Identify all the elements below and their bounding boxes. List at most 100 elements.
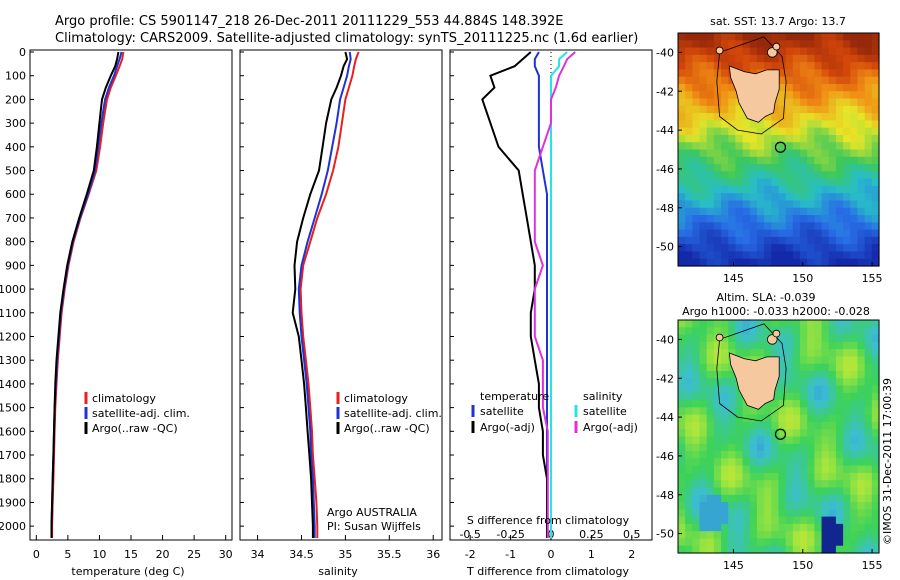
map-cell	[871, 487, 880, 496]
map-cell	[871, 164, 880, 172]
map-cell	[756, 494, 765, 503]
map-cell	[728, 120, 737, 129]
map-cell	[706, 472, 715, 481]
map-cell	[807, 465, 815, 474]
map-cell	[756, 327, 765, 336]
map-cell	[821, 472, 830, 481]
map-cell	[792, 156, 801, 165]
map-cell	[713, 171, 722, 180]
map-cell	[864, 472, 873, 481]
map-cell	[699, 509, 708, 518]
map-cell	[721, 156, 729, 165]
map-cell	[706, 156, 715, 165]
map-cell	[742, 480, 751, 489]
map-cell	[706, 105, 715, 114]
map-cell	[778, 193, 787, 202]
map-cell	[678, 378, 686, 387]
map-cell	[857, 251, 866, 260]
sla-map-subtitle: Argo h1000: -0.033 h2000: -0.028	[682, 305, 870, 318]
map-cell	[749, 62, 758, 71]
map-cell	[814, 451, 823, 459]
map-cell	[699, 523, 708, 532]
x-tick-label: 0	[548, 548, 555, 561]
map-cell	[864, 531, 873, 540]
map-cell	[771, 200, 780, 209]
map-cell	[807, 443, 815, 452]
map-cell	[807, 436, 815, 445]
map-cell	[835, 113, 844, 121]
lon-tick-label: 155	[862, 272, 883, 285]
map-cell	[807, 62, 815, 71]
map-cell	[807, 76, 815, 85]
map-cell	[742, 120, 751, 129]
map-cell	[685, 164, 693, 172]
map-cell	[778, 429, 787, 438]
map-cell	[678, 392, 686, 401]
map-cell	[871, 545, 880, 554]
map-cell	[800, 215, 808, 223]
map-cell	[713, 98, 722, 107]
map-cell	[764, 436, 772, 445]
map-cell	[792, 363, 801, 372]
map-cell	[778, 421, 787, 430]
map-cell	[850, 134, 859, 143]
map-cell	[721, 349, 729, 358]
legend-label-climatology: climatology	[344, 392, 408, 405]
map-cell	[835, 494, 844, 503]
map-cell	[778, 164, 787, 172]
map-cell	[864, 334, 873, 343]
map-cell	[771, 54, 780, 63]
map-cell	[857, 76, 866, 85]
map-cell	[785, 91, 794, 100]
map-cell	[843, 193, 851, 202]
map-cell	[828, 341, 837, 350]
map-cell	[828, 320, 837, 328]
map-cell	[864, 414, 873, 423]
map-cell	[721, 334, 729, 343]
map-cell	[800, 502, 808, 510]
map-cell	[742, 149, 751, 158]
map-cell	[850, 222, 859, 231]
map-cell	[807, 134, 815, 143]
map-cell	[678, 509, 686, 518]
map-cell	[735, 178, 744, 187]
map-cell	[735, 54, 744, 63]
map-cell	[792, 236, 801, 245]
map-cell	[785, 236, 794, 245]
map-cell	[821, 222, 830, 231]
map-cell	[850, 531, 859, 540]
map-cell	[678, 421, 686, 430]
map-cell	[828, 258, 837, 267]
map-cell	[713, 458, 722, 467]
map-cell	[800, 400, 808, 408]
map-cell	[764, 429, 772, 438]
map-cell	[699, 487, 708, 496]
map-cell	[850, 149, 859, 158]
map-cell	[792, 149, 801, 158]
map-cell	[721, 54, 729, 63]
map-cell	[771, 538, 780, 547]
map-cell	[843, 54, 851, 63]
map-cell	[814, 545, 823, 554]
map-cell	[814, 480, 823, 489]
map-cell	[857, 443, 866, 452]
map-cell	[764, 327, 772, 336]
map-cell	[821, 531, 830, 540]
map-cell	[778, 134, 787, 143]
map-cell	[814, 320, 823, 328]
map-cell	[828, 40, 837, 49]
map-cell	[771, 494, 780, 503]
map-cell	[735, 341, 744, 350]
map-cell	[828, 171, 837, 180]
map-cell	[807, 54, 815, 63]
map-cell	[699, 164, 708, 172]
x-top-tick-label: 0.5	[623, 528, 641, 541]
map-cell	[678, 327, 686, 336]
map-cell	[764, 349, 772, 358]
map-cell	[749, 120, 758, 129]
map-cell	[857, 407, 866, 416]
map-cell	[742, 341, 751, 350]
map-cell	[742, 487, 751, 496]
map-cell	[785, 193, 794, 202]
map-cell	[771, 164, 780, 172]
